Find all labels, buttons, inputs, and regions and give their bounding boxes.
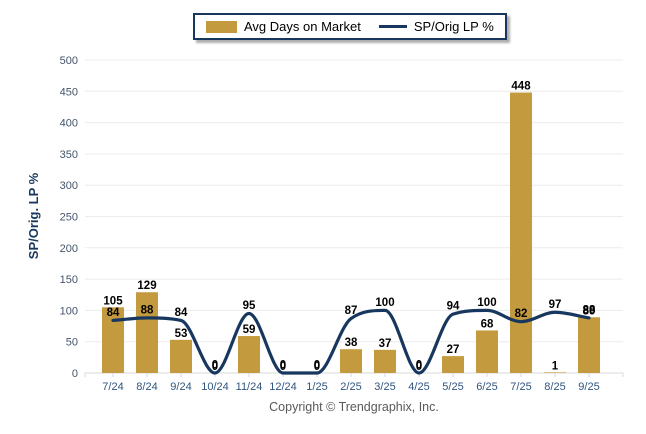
y-axis-title: SP/Orig. LP % (26, 172, 41, 259)
line-value-label: 0 (280, 360, 286, 372)
bar-value-label: 53 (175, 328, 188, 340)
y-tick-label: 400 (60, 118, 78, 130)
y-tick-label: 150 (60, 274, 78, 286)
bar-value-label: 0 (416, 361, 422, 373)
line-value-label: 0 (314, 360, 320, 372)
bar-value-label: 59 (243, 324, 256, 336)
bar (578, 317, 600, 373)
bar-value-label: 89 (583, 305, 596, 317)
bar (374, 349, 396, 373)
x-tick-label: 5/25 (442, 381, 463, 393)
bar (476, 330, 498, 373)
line-value-label: 88 (141, 304, 154, 316)
bar-value-label: 38 (345, 337, 358, 349)
bar (510, 92, 532, 373)
legend: Avg Days on Market SP/Orig LP % (193, 13, 507, 40)
x-tick-label: 9/24 (170, 381, 191, 393)
y-tick-label: 0 (72, 368, 78, 380)
x-tick-label: 7/24 (102, 381, 123, 393)
line-value-label: 87 (345, 305, 358, 317)
line-value-label: 84 (107, 307, 120, 319)
line-value-label: 100 (375, 297, 394, 309)
x-tick-label: 9/25 (578, 381, 599, 393)
line-value-label: 0 (416, 360, 422, 372)
y-tick-label: 500 (60, 55, 78, 67)
bar-value-label: 27 (447, 344, 460, 356)
x-tick-label: 7/25 (510, 381, 531, 393)
bar-value-label: 0 (314, 361, 320, 373)
line-value-label: 100 (477, 297, 496, 309)
bar-value-label: 105 (103, 295, 123, 307)
bar-value-label: 448 (511, 81, 531, 93)
bar (544, 372, 566, 373)
bar-value-label: 129 (137, 280, 156, 292)
y-tick-label: 450 (60, 86, 78, 98)
bar (340, 349, 362, 373)
bar (442, 356, 464, 373)
y-tick-label: 200 (60, 243, 78, 255)
y-tick-label: 100 (60, 305, 78, 317)
line-value-label: 95 (243, 300, 256, 312)
x-tick-label: 3/25 (374, 381, 395, 393)
legend-label-line-series: SP/Orig LP % (413, 19, 494, 34)
y-tick-label: 300 (60, 180, 78, 192)
bar (102, 307, 124, 373)
bar-value-label: 37 (379, 338, 392, 350)
legend-label-bar-series: Avg Days on Market (244, 19, 361, 34)
line-value-label: 0 (212, 360, 218, 372)
line-value-label: 88 (583, 304, 596, 316)
y-tick-label: 250 (60, 212, 78, 224)
x-tick-label: 4/25 (408, 381, 429, 393)
bar-value-label: 0 (280, 361, 286, 373)
x-tick-label: 11/24 (236, 381, 263, 393)
line-value-label: 94 (447, 301, 460, 313)
bar (136, 292, 158, 373)
line-series-swatch-icon (378, 25, 407, 28)
copyright-text: Copyright © Trendgraphix, Inc. (269, 400, 439, 414)
bar-series-swatch-icon (206, 20, 237, 33)
series-line (111, 308, 591, 375)
bar-value-label: 0 (212, 361, 218, 373)
x-tick-label: 1/25 (306, 381, 327, 393)
bar (238, 336, 260, 373)
line-value-label: 82 (515, 308, 528, 320)
bar-value-label: 68 (481, 318, 494, 330)
line-value-label: 97 (549, 299, 562, 311)
x-tick-label: 8/25 (544, 381, 565, 393)
x-tick-label: 6/25 (476, 381, 497, 393)
line-value-label: 84 (175, 307, 188, 319)
bar (170, 339, 192, 373)
x-tick-label: 2/25 (340, 381, 361, 393)
x-tick-label: 12/24 (269, 381, 297, 393)
bar-value-label: 1 (552, 360, 559, 372)
x-tick-label: 10/24 (201, 381, 229, 393)
x-tick-label: 8/24 (136, 381, 157, 393)
y-tick-label: 50 (66, 337, 78, 349)
y-tick-label: 350 (60, 149, 78, 161)
